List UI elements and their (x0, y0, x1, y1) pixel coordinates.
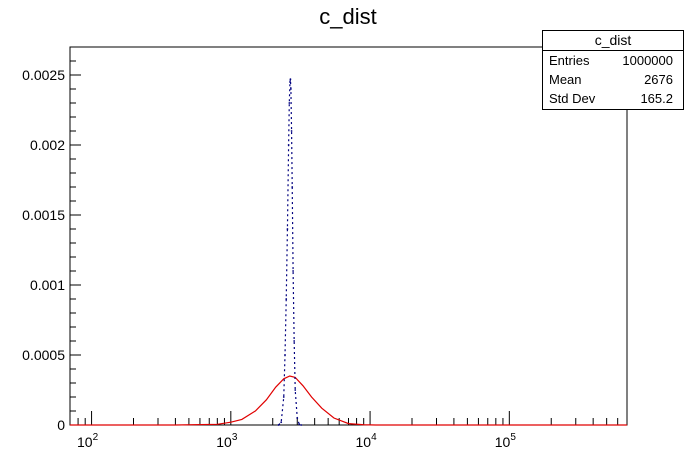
histogram-point (289, 81, 291, 83)
stats-box-title: c_dist (543, 31, 683, 51)
histogram-line (278, 79, 302, 426)
y-tick-label: 0.002 (30, 137, 65, 153)
y-tick-label: 0.001 (30, 277, 65, 293)
histogram-point (298, 423, 301, 426)
stats-row-entries: Entries 1000000 (543, 51, 683, 70)
x-axis: 102 103 104 105 (69, 411, 628, 450)
y-tick-label: 0 (57, 417, 65, 433)
histogram-point (294, 389, 297, 391)
histogram-point (296, 417, 299, 419)
stats-label: Mean (549, 72, 582, 87)
histogram-point (290, 130, 293, 132)
stats-value: 2676 (644, 72, 673, 87)
x-tick-label: 103 (216, 432, 238, 450)
x-tick-label: 102 (77, 432, 99, 450)
y-tick-label: 0.0015 (22, 207, 65, 223)
stats-box: c_dist Entries 1000000 Mean 2676 Std Dev… (542, 30, 684, 110)
y-tick-label: 0.0005 (22, 347, 65, 363)
histogram-point (287, 144, 290, 146)
histogram-point (277, 424, 280, 426)
y-tick-label: 0.0025 (22, 67, 65, 83)
plot-area (70, 78, 627, 426)
stats-label: Std Dev (549, 91, 596, 106)
y-axis: 0 0.0005 0.001 0.0015 0.002 0.0025 (22, 46, 81, 433)
x-tick-label: 104 (355, 432, 377, 450)
histogram-point (286, 228, 289, 230)
histogram-point (282, 396, 285, 398)
histogram-point (284, 354, 286, 356)
histogram-point (285, 298, 288, 300)
histogram-point (280, 421, 283, 424)
stats-value: 165.2 (640, 91, 673, 106)
stats-row-mean: Mean 2676 (543, 70, 683, 89)
x-tick-label: 105 (495, 432, 517, 450)
histogram-point (288, 102, 291, 104)
fit-curve-line (70, 375, 627, 426)
stats-value: 1000000 (622, 53, 673, 68)
histogram-point (300, 424, 303, 426)
stats-label: Entries (549, 53, 590, 68)
histogram-point (292, 270, 294, 272)
histogram-point (291, 186, 294, 188)
histogram-point (293, 340, 296, 342)
histogram-point (289, 88, 292, 90)
histogram-point (289, 78, 292, 81)
chart-title: c_dist (319, 4, 377, 29)
stats-row-stddev: Std Dev 165.2 (543, 89, 683, 108)
